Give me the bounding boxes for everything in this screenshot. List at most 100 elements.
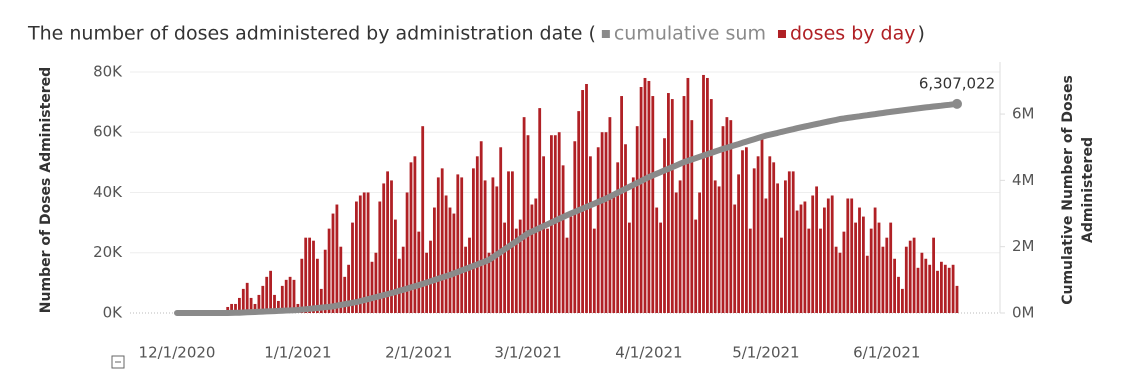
bar: [409, 162, 413, 313]
bar: [394, 219, 397, 313]
bar: [300, 258, 304, 313]
bar: [366, 192, 370, 313]
bar: [273, 294, 276, 313]
bar: [694, 219, 698, 313]
bar: [682, 96, 686, 313]
bar: [569, 216, 573, 313]
collapse-box[interactable]: [111, 355, 125, 369]
bar: [869, 228, 873, 313]
bar: [565, 237, 569, 313]
bar: [850, 198, 854, 313]
bar: [932, 237, 935, 313]
bar: [647, 80, 651, 314]
bar: [834, 246, 838, 313]
bar: [873, 207, 877, 313]
y2-tick-label: 6M: [1012, 105, 1035, 123]
bar: [635, 126, 639, 313]
bar: [358, 195, 362, 313]
bar: [737, 174, 740, 313]
bar: [238, 297, 241, 313]
bar: [234, 303, 237, 313]
bar: [803, 201, 807, 313]
chart-title: The number of doses administered by admi…: [27, 23, 596, 45]
bar: [561, 165, 565, 313]
bar: [362, 192, 366, 313]
bar: [546, 228, 549, 313]
bar: [600, 132, 604, 313]
bar: [331, 213, 335, 313]
bar: [885, 237, 889, 313]
bar: [327, 228, 331, 313]
bar: [401, 246, 405, 313]
bar: [288, 276, 292, 313]
bar: [557, 132, 561, 313]
bar: [245, 282, 249, 313]
bar: [522, 117, 526, 313]
bar: [429, 240, 432, 313]
y-tick-label: 60K: [93, 123, 123, 141]
bar: [643, 77, 647, 313]
bar: [901, 288, 904, 313]
bar: [553, 135, 557, 313]
bar: [230, 303, 233, 313]
bar: [612, 192, 616, 313]
bar: [538, 108, 542, 313]
bar: [534, 198, 538, 313]
bar: [530, 204, 534, 313]
bar: [323, 249, 327, 313]
x-tick-label: 5/1/2021: [732, 344, 799, 362]
bar: [943, 264, 947, 313]
bar: [472, 168, 475, 313]
bar: [690, 120, 694, 313]
bar: [702, 74, 705, 313]
bar: [686, 77, 690, 313]
x-tick-label: 2/1/2021: [385, 344, 452, 362]
legend-swatch: [777, 30, 786, 38]
y-tick-label: 80K: [93, 62, 123, 80]
bar: [284, 279, 288, 313]
end-marker: [952, 98, 962, 109]
bar: [335, 204, 339, 313]
bar: [347, 264, 350, 313]
bar: [514, 228, 518, 313]
value-label: 6,307,022: [919, 74, 995, 92]
y-tick-label: 0K: [103, 304, 124, 322]
bar: [452, 213, 456, 313]
bar: [854, 222, 857, 313]
bar: [589, 156, 592, 313]
bar: [495, 186, 499, 313]
bar: [916, 267, 920, 313]
bar: [678, 180, 682, 313]
bar: [433, 207, 436, 313]
bar: [807, 228, 811, 313]
bar: [904, 246, 908, 313]
y2-axis-title: Administered: [1080, 137, 1096, 243]
bar: [729, 120, 733, 313]
bar: [936, 270, 939, 313]
bar: [659, 222, 662, 313]
bar: [444, 195, 448, 313]
bar: [772, 162, 776, 313]
bar: [733, 204, 737, 313]
bar: [499, 147, 503, 313]
bar: [491, 177, 495, 313]
bar: [596, 147, 600, 313]
bar: [475, 156, 479, 313]
bar: [585, 83, 588, 313]
bar: [351, 222, 354, 313]
bar: [241, 288, 245, 313]
bar: [947, 267, 951, 313]
bar: [386, 171, 389, 313]
bar: [799, 204, 803, 313]
y2-tick-label: 4M: [1012, 171, 1035, 189]
bar: [518, 219, 522, 313]
bar: [503, 222, 506, 313]
bar: [748, 228, 752, 313]
bar: [624, 144, 627, 313]
bar: [791, 171, 795, 313]
bar: [768, 156, 772, 313]
x-tick-label: 1/1/2021: [264, 344, 331, 362]
bar: [460, 177, 464, 313]
collapse-icon[interactable]: [111, 355, 125, 369]
bar: [745, 147, 748, 313]
